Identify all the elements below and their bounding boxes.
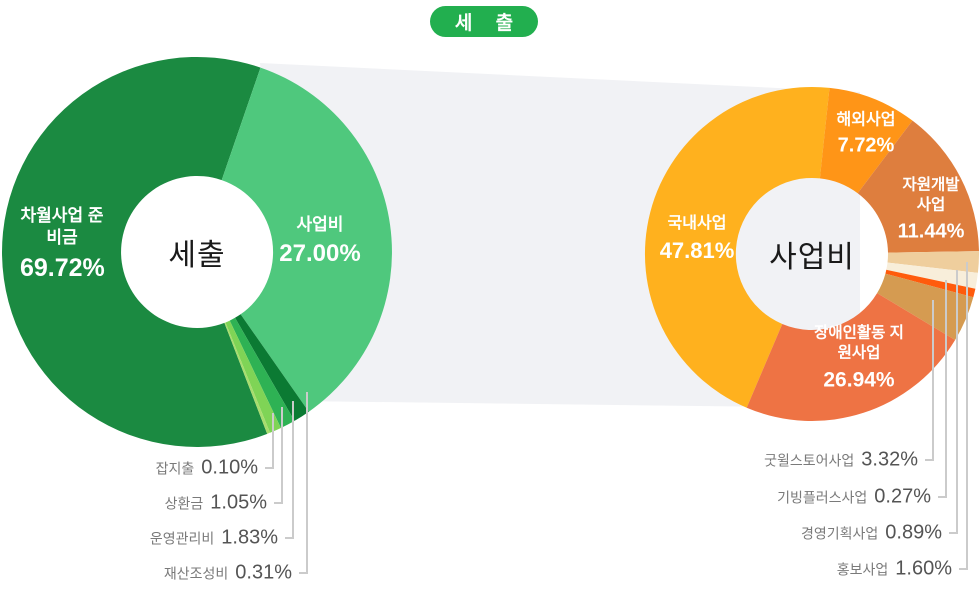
left-segment-ops[interactable] (229, 317, 295, 428)
left-donut-center-label: 세출 (168, 239, 226, 272)
callout-line-misc (265, 413, 274, 469)
callout-planning: 경영기획사업 0.89% (801, 521, 942, 544)
callout-pr: 홍보사업 1.60% (836, 557, 952, 580)
callout-line-ops (285, 401, 294, 539)
callout-line-planning (949, 270, 958, 534)
right-donut (644, 86, 980, 421)
seg-label-biz: 사업비 27.00% (279, 214, 361, 268)
left-segment-reserve[interactable] (2, 56, 268, 447)
title-badge-label: 세 출 (454, 13, 523, 34)
seg-label-resource: 자원개발사업 11.44% (897, 176, 965, 243)
left-segment-property[interactable] (235, 314, 309, 421)
callout-line-repay (274, 407, 283, 504)
callout-line-giving (938, 280, 947, 498)
callout-ops: 운영관리비 1.83% (149, 526, 278, 549)
right-segment-giving[interactable] (885, 269, 976, 298)
right-segment-resource[interactable] (857, 120, 979, 253)
right-segment-disability[interactable] (746, 293, 956, 421)
right-segment-goodwill[interactable] (877, 273, 974, 340)
callout-line-pr (959, 262, 968, 570)
left-donut (2, 56, 392, 447)
callout-lines (265, 262, 968, 574)
seg-label-domestic: 국내사업 47.81% (659, 214, 735, 264)
right-segment-planning[interactable] (886, 262, 978, 289)
right-segment-overseas[interactable] (819, 87, 913, 194)
seg-label-overseas: 해외사업 7.72% (836, 111, 896, 157)
right-donut-center-label: 사업비 (769, 241, 855, 274)
left-segment-biz[interactable] (221, 67, 392, 412)
callout-giving: 기빙플러스사업 0.27% (777, 485, 931, 508)
left-segment-repay[interactable] (225, 320, 281, 433)
right-segment-domestic[interactable] (644, 86, 830, 408)
seg-label-disability: 장애인활동 지원사업 26.94% (814, 324, 904, 392)
left-segment-misc[interactable] (224, 322, 270, 434)
seg-label-reserve: 차월사업 준비금 69.72% (20, 206, 105, 282)
callout-line-goodwill (925, 300, 934, 461)
callout-property: 재산조성비 0.31% (163, 561, 292, 584)
callout-line-property (299, 392, 308, 574)
right-segment-pr[interactable] (887, 251, 980, 273)
callout-repay: 상환금 1.05% (164, 491, 267, 514)
callout-misc: 잡지출 0.10% (155, 456, 258, 479)
title-badge: 세 출 (430, 6, 538, 37)
callout-goodwill: 굿윌스토어사업 3.32% (764, 448, 918, 471)
